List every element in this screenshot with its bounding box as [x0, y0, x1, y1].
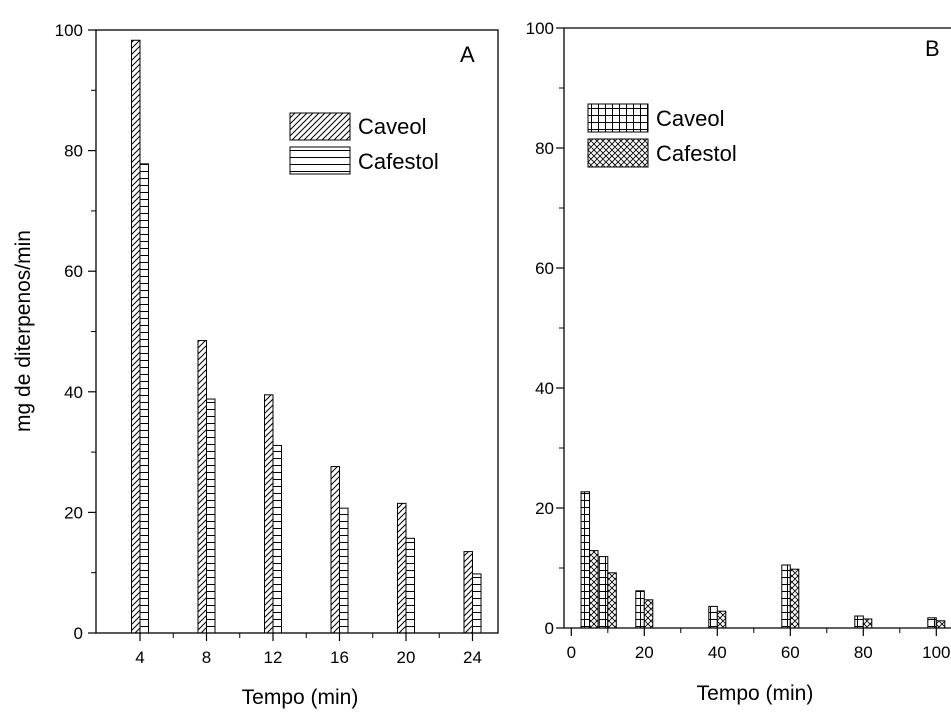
- panel-b: 0 20 40 60 80 100 0 20 40 60 80 100 B Tempo (min) C…: [526, 19, 951, 705]
- panel-b-bar-caveol-40: [708, 605, 718, 629]
- panel-b-bar-cafestol-80: [862, 618, 873, 629]
- panel-b-bar-cafestol-10: [607, 572, 617, 629]
- panel-b-ticks: 0 20 40 60 80 100 0 20 40 60 80 100: [526, 19, 951, 662]
- panel-a-xtick-label-4: 4: [135, 648, 144, 667]
- panel-a-legend-caveol: Caveol: [358, 114, 426, 139]
- panel-b-xtick-label-20: 20: [635, 643, 654, 662]
- panel-b-legend-caveol: Caveol: [656, 106, 724, 131]
- panel-b-ytick-label-40: 40: [535, 379, 554, 398]
- panel-a-bar-caveol-16: [330, 466, 340, 634]
- panel-a-ytick-label-40: 40: [64, 383, 83, 402]
- panel-b-bar-caveol-10: [598, 556, 609, 629]
- panel-a-xtick-label-12: 12: [264, 648, 283, 667]
- panel-a-bar-cafestol-8: [206, 398, 216, 634]
- panel-b-bar-cafestol-60: [789, 568, 800, 629]
- panel-b-legend-swatch-cafestol: [587, 138, 649, 168]
- panel-b-ytick-label-0: 0: [545, 619, 554, 638]
- panel-b-bars: [580, 491, 946, 629]
- panel-b-xtick-label-100: 100: [922, 643, 950, 662]
- panel-b-ytick-label-60: 60: [535, 259, 554, 278]
- panel-a-legend-swatch-caveol: [289, 112, 351, 141]
- panel-b-xtick-label-80: 80: [854, 643, 873, 662]
- panel-a-legend-cafestol: Cafestol: [358, 149, 439, 174]
- panel-b-bar-cafestol-20: [643, 599, 654, 629]
- panel-b-xtick-label-60: 60: [781, 643, 800, 662]
- panel-a-bar-cafestol-4: [139, 163, 149, 634]
- panel-a-bar-caveol-4: [131, 39, 141, 634]
- panel-b-xtick-label-0: 0: [567, 643, 576, 662]
- panel-b-bar-caveol-60: [781, 564, 791, 629]
- panel-b-bar-caveol-100: [927, 617, 937, 629]
- panel-b-xlabel: Tempo (min): [697, 682, 814, 705]
- panel-b-legend-cafestol: Cafestol: [656, 141, 737, 166]
- panel-b-legend: Caveol Cafestol: [587, 103, 737, 168]
- panel-a-ytick-label-0: 0: [74, 624, 83, 643]
- panel-a-bar-cafestol-12: [272, 444, 282, 634]
- panel-a-ytick-label-20: 20: [64, 503, 83, 522]
- panel-a-bar-cafestol-20: [405, 537, 415, 634]
- panel-a-bar-cafestol-16: [339, 507, 349, 634]
- panel-a-xtick-label-20: 20: [397, 648, 416, 667]
- panel-a-ytick-label-60: 60: [64, 262, 83, 281]
- panel-b-bar-cafestol-5: [589, 550, 599, 629]
- panel-a-bar-caveol-20: [397, 502, 407, 634]
- panel-b-xtick-label-40: 40: [708, 643, 727, 662]
- panel-a-legend: Caveol Cafestol: [289, 112, 439, 175]
- panel-a-bar-caveol-24: [463, 551, 473, 634]
- panel-b-ytick-label-80: 80: [535, 139, 554, 158]
- panel-a-bars: [131, 39, 482, 634]
- panel-a-xtick-label-16: 16: [330, 648, 349, 667]
- panel-a-xlabel: Tempo (min): [242, 686, 359, 709]
- panel-b-bar-cafestol-40: [716, 610, 727, 629]
- panel-a-bar-caveol-12: [264, 394, 274, 634]
- panel-a-xtick-label-24: 24: [463, 648, 482, 667]
- panel-b-bar-caveol-5: [580, 491, 591, 629]
- panel-b-bar-caveol-80: [854, 615, 864, 629]
- panel-a-bar-cafestol-24: [472, 573, 482, 634]
- panel-a-ytick-label-80: 80: [64, 142, 83, 161]
- panel-b-ytick-label-100: 100: [526, 19, 554, 38]
- panel-b-ytick-label-20: 20: [535, 499, 554, 518]
- panel-a-bar-caveol-8: [197, 340, 207, 634]
- panel-a: 4 8 12 16 20 24 0 20 40 60 80 100 A mg de diterpeno…: [12, 21, 499, 709]
- panel-b-legend-swatch-caveol: [587, 103, 649, 133]
- panel-a-ticks: 4 8 12 16 20 24 0 20 40 60 80 100: [55, 21, 482, 667]
- panel-a-ylabel: mg de diterpenos/min: [12, 230, 35, 432]
- panel-a-ytick-label-100: 100: [55, 21, 83, 40]
- panel-a-xtick-label-8: 8: [202, 648, 211, 667]
- panel-b-bar-caveol-20: [635, 590, 645, 629]
- panel-a-label: A: [460, 42, 475, 67]
- panel-b-label: B: [925, 36, 940, 61]
- panel-b-bar-cafestol-100: [935, 620, 946, 629]
- panel-a-legend-swatch-cafestol: [289, 146, 351, 175]
